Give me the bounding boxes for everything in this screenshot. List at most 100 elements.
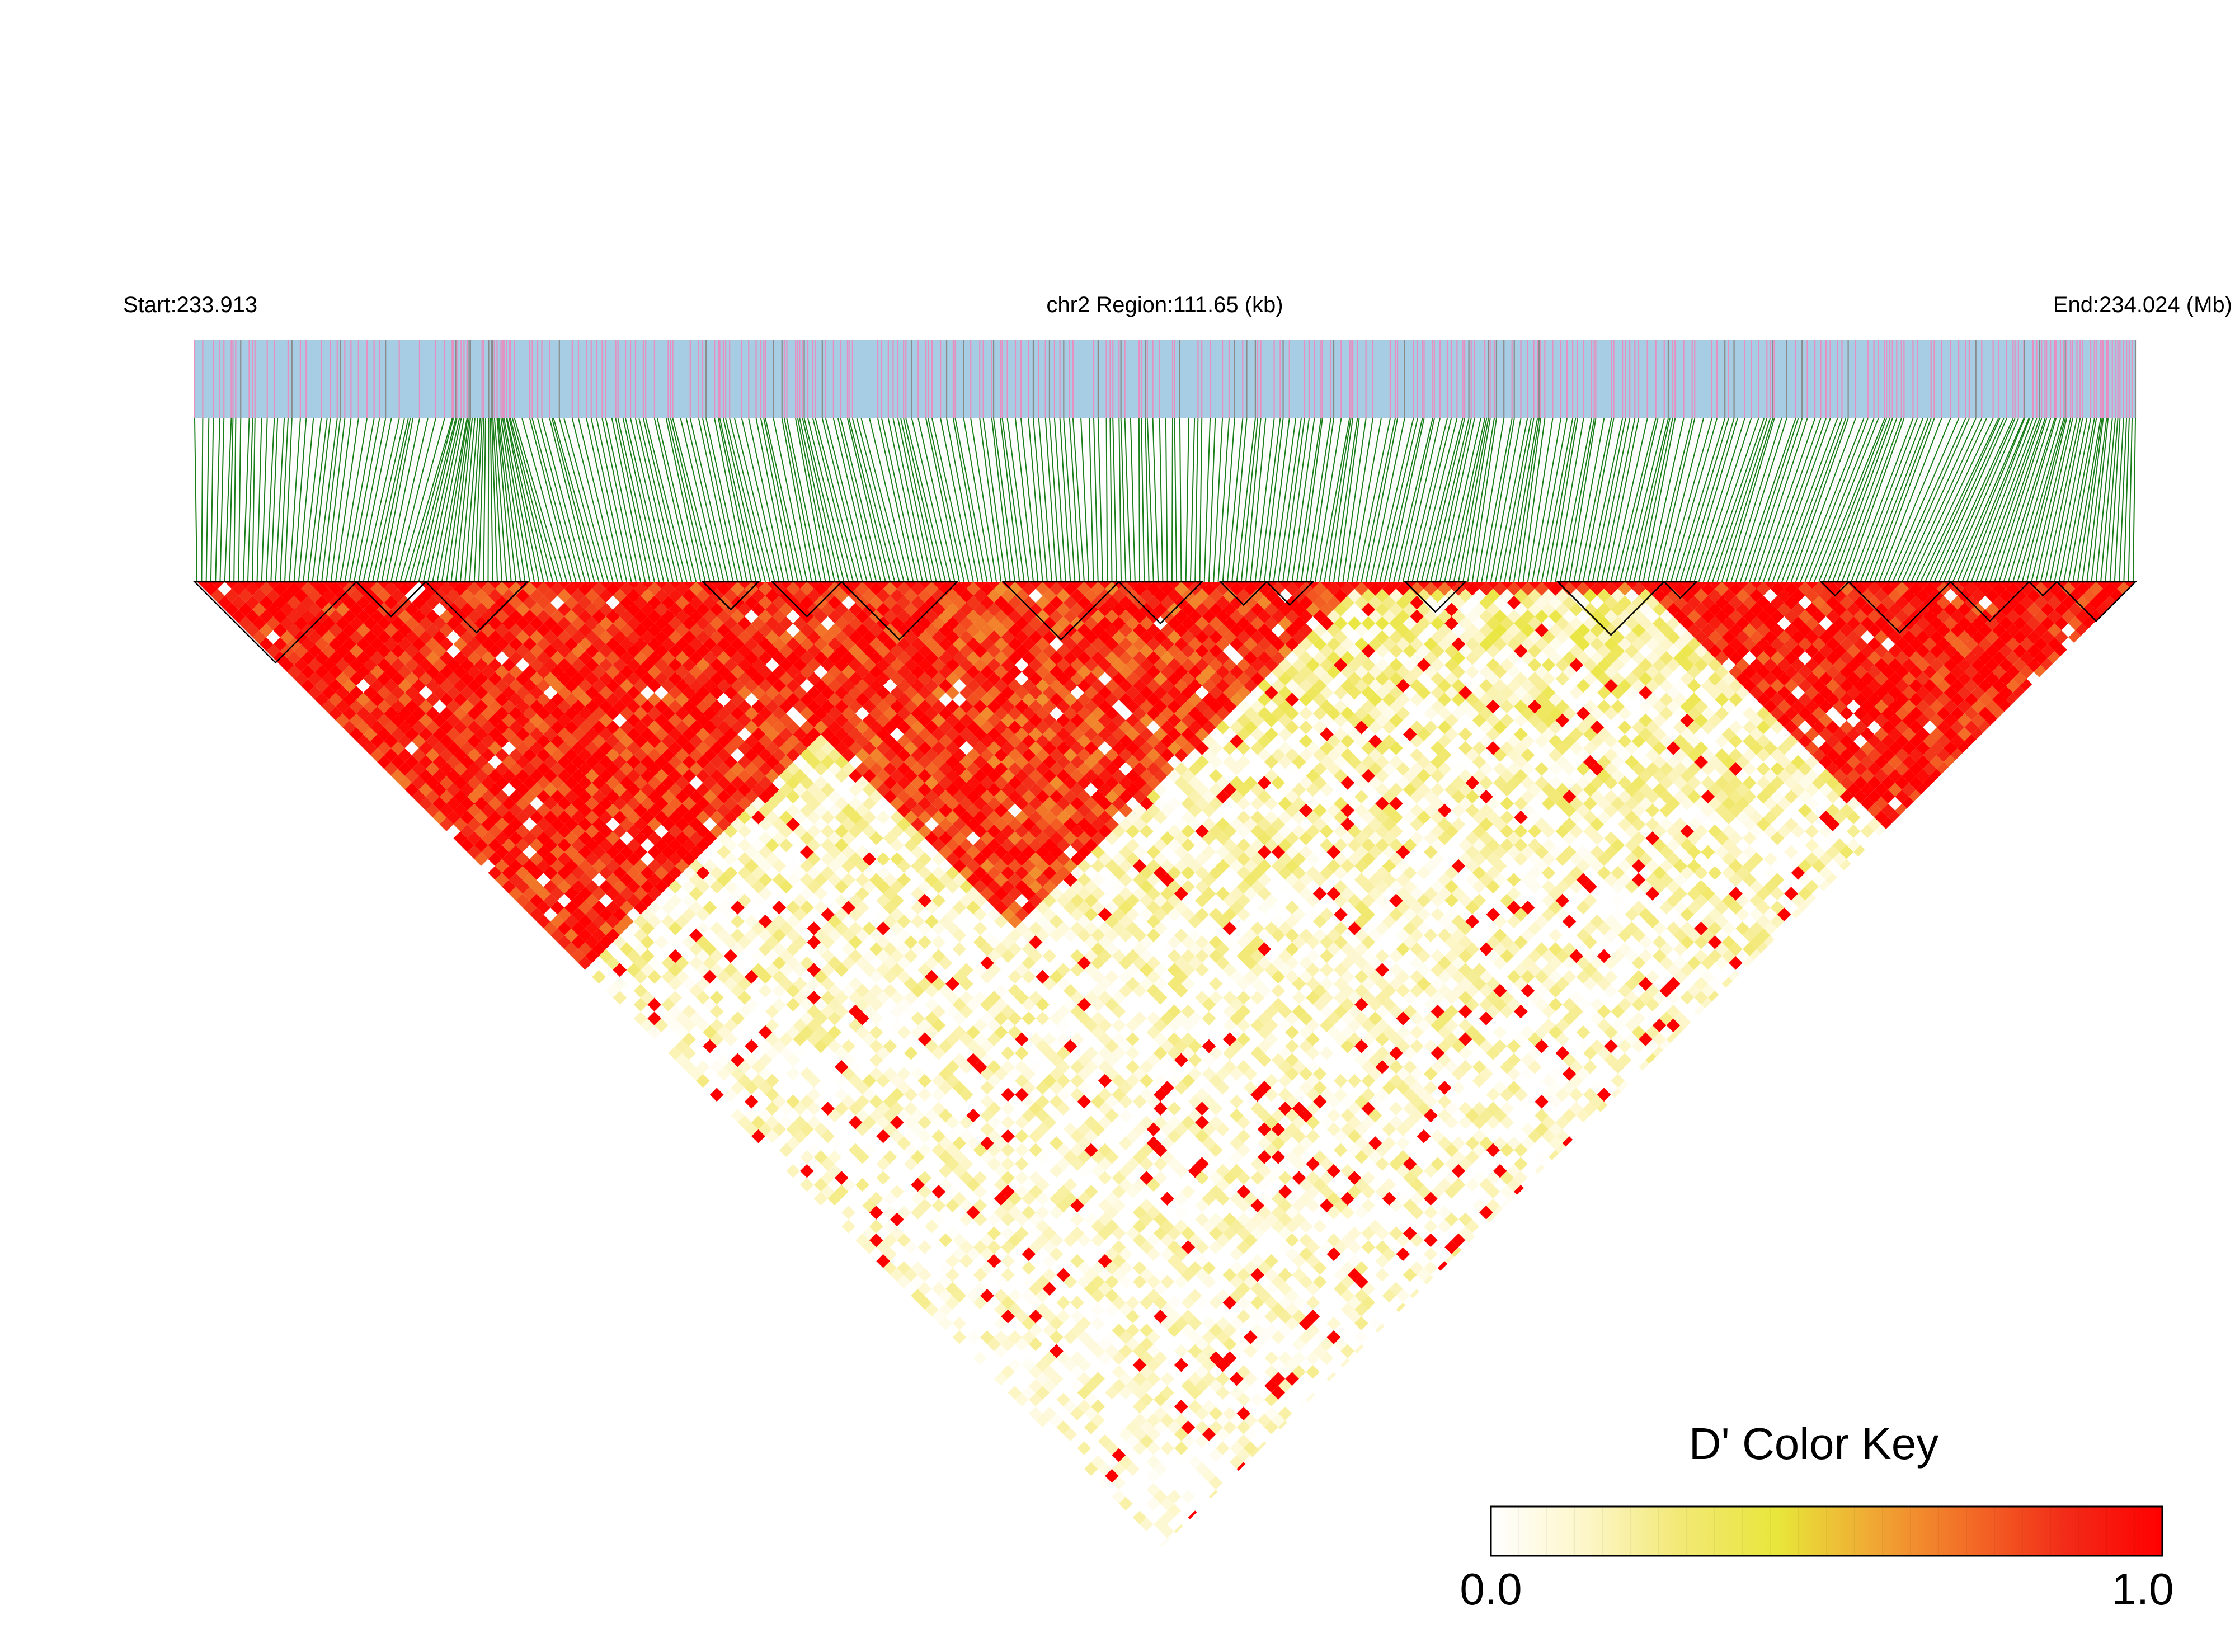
ld-cell — [931, 1046, 946, 1060]
ld-cell — [502, 852, 516, 866]
ld-cell — [488, 672, 502, 686]
snp-connector — [2123, 418, 2130, 582]
ld-cell — [917, 1046, 932, 1060]
ld-cell — [987, 1268, 1001, 1282]
snp-connector — [1453, 418, 1488, 582]
ld-cell — [592, 928, 606, 943]
snp-connector — [1980, 418, 2040, 582]
snp-connector — [1352, 418, 1382, 582]
ld-cell — [1167, 1448, 1182, 1462]
ld-cell — [391, 741, 405, 755]
snp-connector — [1231, 418, 1248, 582]
ld-cell — [709, 824, 724, 839]
ld-cell — [1036, 1330, 1050, 1344]
ld-cell — [495, 831, 509, 845]
ld-cell — [550, 762, 564, 776]
ld-cell — [876, 1129, 891, 1143]
ld-cell — [1036, 1399, 1050, 1414]
ld-cell — [1140, 1448, 1154, 1462]
ld-cell — [966, 1233, 981, 1248]
ld-cell — [945, 1032, 959, 1047]
ld-cell — [1126, 1420, 1140, 1434]
ld-cell — [1112, 1448, 1126, 1462]
ld-cell — [1209, 1351, 1223, 1365]
ld-cell — [1188, 1399, 1202, 1414]
ld-cell — [765, 1102, 779, 1116]
ld-cell — [1015, 1116, 1029, 1129]
ld-cell — [689, 720, 703, 735]
ld-cell — [481, 831, 495, 845]
ld-cell — [474, 755, 488, 769]
ld-cell — [1022, 1399, 1036, 1414]
ld-cell — [328, 609, 343, 624]
ld-cell — [509, 665, 523, 679]
ld-cell — [675, 707, 689, 721]
ld-cell — [654, 685, 669, 700]
ld-cell — [1015, 1060, 1029, 1074]
ld-cell — [453, 803, 468, 818]
ld-cell — [1001, 1171, 1015, 1185]
ld-cell — [363, 685, 378, 700]
ld-cell — [862, 1226, 877, 1240]
snp-connector — [1462, 418, 1491, 582]
ld-cell — [952, 1247, 967, 1262]
ld-cell — [1153, 1351, 1168, 1365]
ld-cell — [952, 1039, 967, 1053]
ld-cell — [404, 672, 419, 686]
ld-cell — [1132, 1316, 1147, 1330]
ld-cell — [1015, 1268, 1029, 1282]
ld-cell — [731, 1067, 745, 1081]
ld-cell — [883, 1178, 897, 1192]
ld-cell — [994, 1053, 1008, 1067]
ld-cell — [980, 1302, 994, 1317]
ld-cell — [1001, 1309, 1015, 1324]
ld-cell — [1105, 1288, 1119, 1303]
ld-cell — [696, 797, 710, 811]
ld-cell — [786, 1164, 800, 1178]
ld-cell — [1042, 1406, 1057, 1421]
ld-cell — [314, 637, 329, 651]
ld-cell — [904, 1268, 918, 1282]
ld-cell — [627, 769, 641, 783]
ld-cell — [723, 810, 738, 825]
ld-cell — [744, 1067, 759, 1081]
ld-cell — [453, 651, 468, 665]
snp-connector — [215, 418, 220, 582]
ld-cell — [564, 803, 578, 818]
ld-cell — [1042, 1365, 1057, 1379]
ld-cell — [862, 893, 877, 908]
ld-cell — [772, 1053, 787, 1067]
ld-cell — [377, 644, 391, 658]
snp-connector — [2077, 418, 2103, 582]
ld-cell — [876, 1060, 891, 1074]
ld-cell — [1056, 1129, 1071, 1143]
ld-cell — [398, 637, 412, 651]
ld-cell — [516, 810, 530, 825]
ld-cell — [1105, 1413, 1119, 1428]
ld-cell — [938, 1025, 953, 1039]
ld-cell — [834, 977, 849, 991]
ld-cell — [1236, 1309, 1251, 1324]
snp-connector — [1684, 418, 1735, 582]
ld-cell — [813, 1067, 828, 1081]
ld-cell — [786, 1122, 800, 1137]
snp-connector — [702, 418, 738, 582]
snp-connector — [1342, 418, 1367, 582]
ld-cell — [1077, 1344, 1091, 1358]
ld-cell — [786, 1053, 800, 1067]
ld-cell — [786, 928, 800, 943]
ld-cell — [751, 991, 766, 1005]
ld-cell — [509, 679, 523, 693]
ld-cell — [432, 672, 447, 686]
ld-cell — [661, 914, 675, 929]
ld-cell — [827, 942, 842, 956]
ld-cell — [1008, 1358, 1022, 1372]
ld-cell — [1126, 1198, 1140, 1213]
snp-connector — [353, 418, 387, 582]
ld-cell — [1140, 1378, 1154, 1393]
ld-cell — [1022, 1178, 1036, 1192]
ld-cell — [1188, 1427, 1202, 1442]
snp-connector — [672, 418, 716, 582]
ld-cell — [550, 887, 564, 901]
ld-cell — [1126, 1448, 1140, 1462]
